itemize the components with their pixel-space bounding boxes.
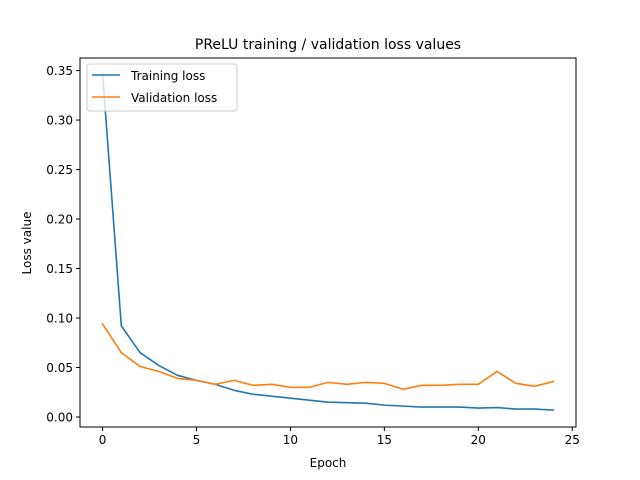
data-point-training-loss: [121, 325, 123, 327]
axes-frame: [79, 57, 577, 428]
data-point-training-loss: [290, 397, 292, 399]
data-point-validation-loss: [271, 384, 273, 386]
legend-label-training-loss: Training loss: [130, 69, 205, 83]
data-point-training-loss: [553, 409, 555, 411]
data-point-validation-loss: [196, 380, 198, 382]
data-point-validation-loss: [308, 387, 310, 389]
data-point-training-loss: [327, 401, 329, 403]
data-point-training-loss: [402, 405, 404, 407]
data-point-training-loss: [271, 395, 273, 397]
data-point-training-loss: [421, 406, 423, 408]
data-point-validation-loss: [534, 386, 536, 388]
data-point-training-loss: [177, 375, 179, 377]
legend-label-validation-loss: Validation loss: [131, 91, 217, 105]
data-point-training-loss: [384, 404, 386, 406]
data-point-training-loss: [496, 407, 498, 409]
y-tick-label: 0.30: [46, 114, 73, 128]
data-point-training-loss: [139, 352, 141, 354]
y-tick-label: 0.00: [46, 411, 73, 425]
x-tick-label: 20: [471, 433, 486, 447]
data-point-validation-loss: [158, 371, 160, 373]
data-point-validation-loss: [384, 383, 386, 385]
y-tick-label: 0.25: [46, 163, 73, 177]
series-line-validation-loss: [101, 322, 555, 391]
data-point-training-loss: [459, 406, 461, 408]
data-point-validation-loss: [102, 323, 104, 325]
y-tick-label: 0.15: [46, 262, 73, 276]
y-tick-label: 0.20: [46, 213, 73, 227]
data-point-training-loss: [252, 393, 254, 395]
x-tick-label: 15: [377, 433, 392, 447]
x-tick-label: 0: [99, 433, 107, 447]
data-point-validation-loss: [421, 385, 423, 387]
x-axis-label: Epoch: [310, 456, 347, 470]
data-point-validation-loss: [252, 385, 254, 387]
data-point-training-loss: [346, 402, 348, 404]
data-point-validation-loss: [402, 388, 404, 390]
y-axis-ticks: 0.00 0.05 0.10 0.15 0.20 0.25 0.30 0.35: [46, 64, 80, 425]
x-tick-label: 10: [283, 433, 298, 447]
x-tick-label: 5: [193, 433, 201, 447]
data-point-validation-loss: [496, 371, 498, 373]
data-point-validation-loss: [139, 366, 141, 368]
x-axis-ticks: 0 5 10 15 20 25: [99, 427, 580, 447]
data-point-validation-loss: [365, 382, 367, 384]
series-line-training-loss: [101, 72, 555, 411]
data-point-validation-loss: [515, 383, 517, 385]
data-point-training-loss: [365, 402, 367, 404]
data-point-training-loss: [308, 399, 310, 401]
data-point-validation-loss: [459, 384, 461, 386]
plot-area: [101, 72, 555, 411]
data-point-training-loss: [478, 407, 480, 409]
data-point-validation-loss: [553, 381, 555, 383]
data-point-validation-loss: [290, 387, 292, 389]
data-point-validation-loss: [346, 384, 348, 386]
y-tick-label: 0.35: [46, 64, 73, 78]
data-point-training-loss: [158, 365, 160, 367]
data-point-validation-loss: [233, 380, 235, 382]
legend-box: [86, 63, 238, 112]
data-point-training-loss: [534, 408, 536, 410]
y-tick-label: 0.10: [46, 312, 73, 326]
data-point-validation-loss: [327, 382, 329, 384]
y-axis-label: Loss value: [20, 212, 34, 275]
data-point-validation-loss: [121, 352, 123, 354]
data-point-validation-loss: [177, 378, 179, 380]
data-point-training-loss: [515, 408, 517, 410]
chart-title: PReLU training / validation loss values: [195, 37, 461, 53]
legend: Training loss Validation loss: [86, 63, 238, 112]
data-point-training-loss: [440, 406, 442, 408]
data-point-validation-loss: [440, 385, 442, 387]
data-point-training-loss: [233, 389, 235, 391]
data-point-validation-loss: [478, 384, 480, 386]
x-tick-label: 25: [565, 433, 580, 447]
data-point-validation-loss: [214, 384, 216, 386]
y-tick-label: 0.05: [46, 361, 73, 375]
